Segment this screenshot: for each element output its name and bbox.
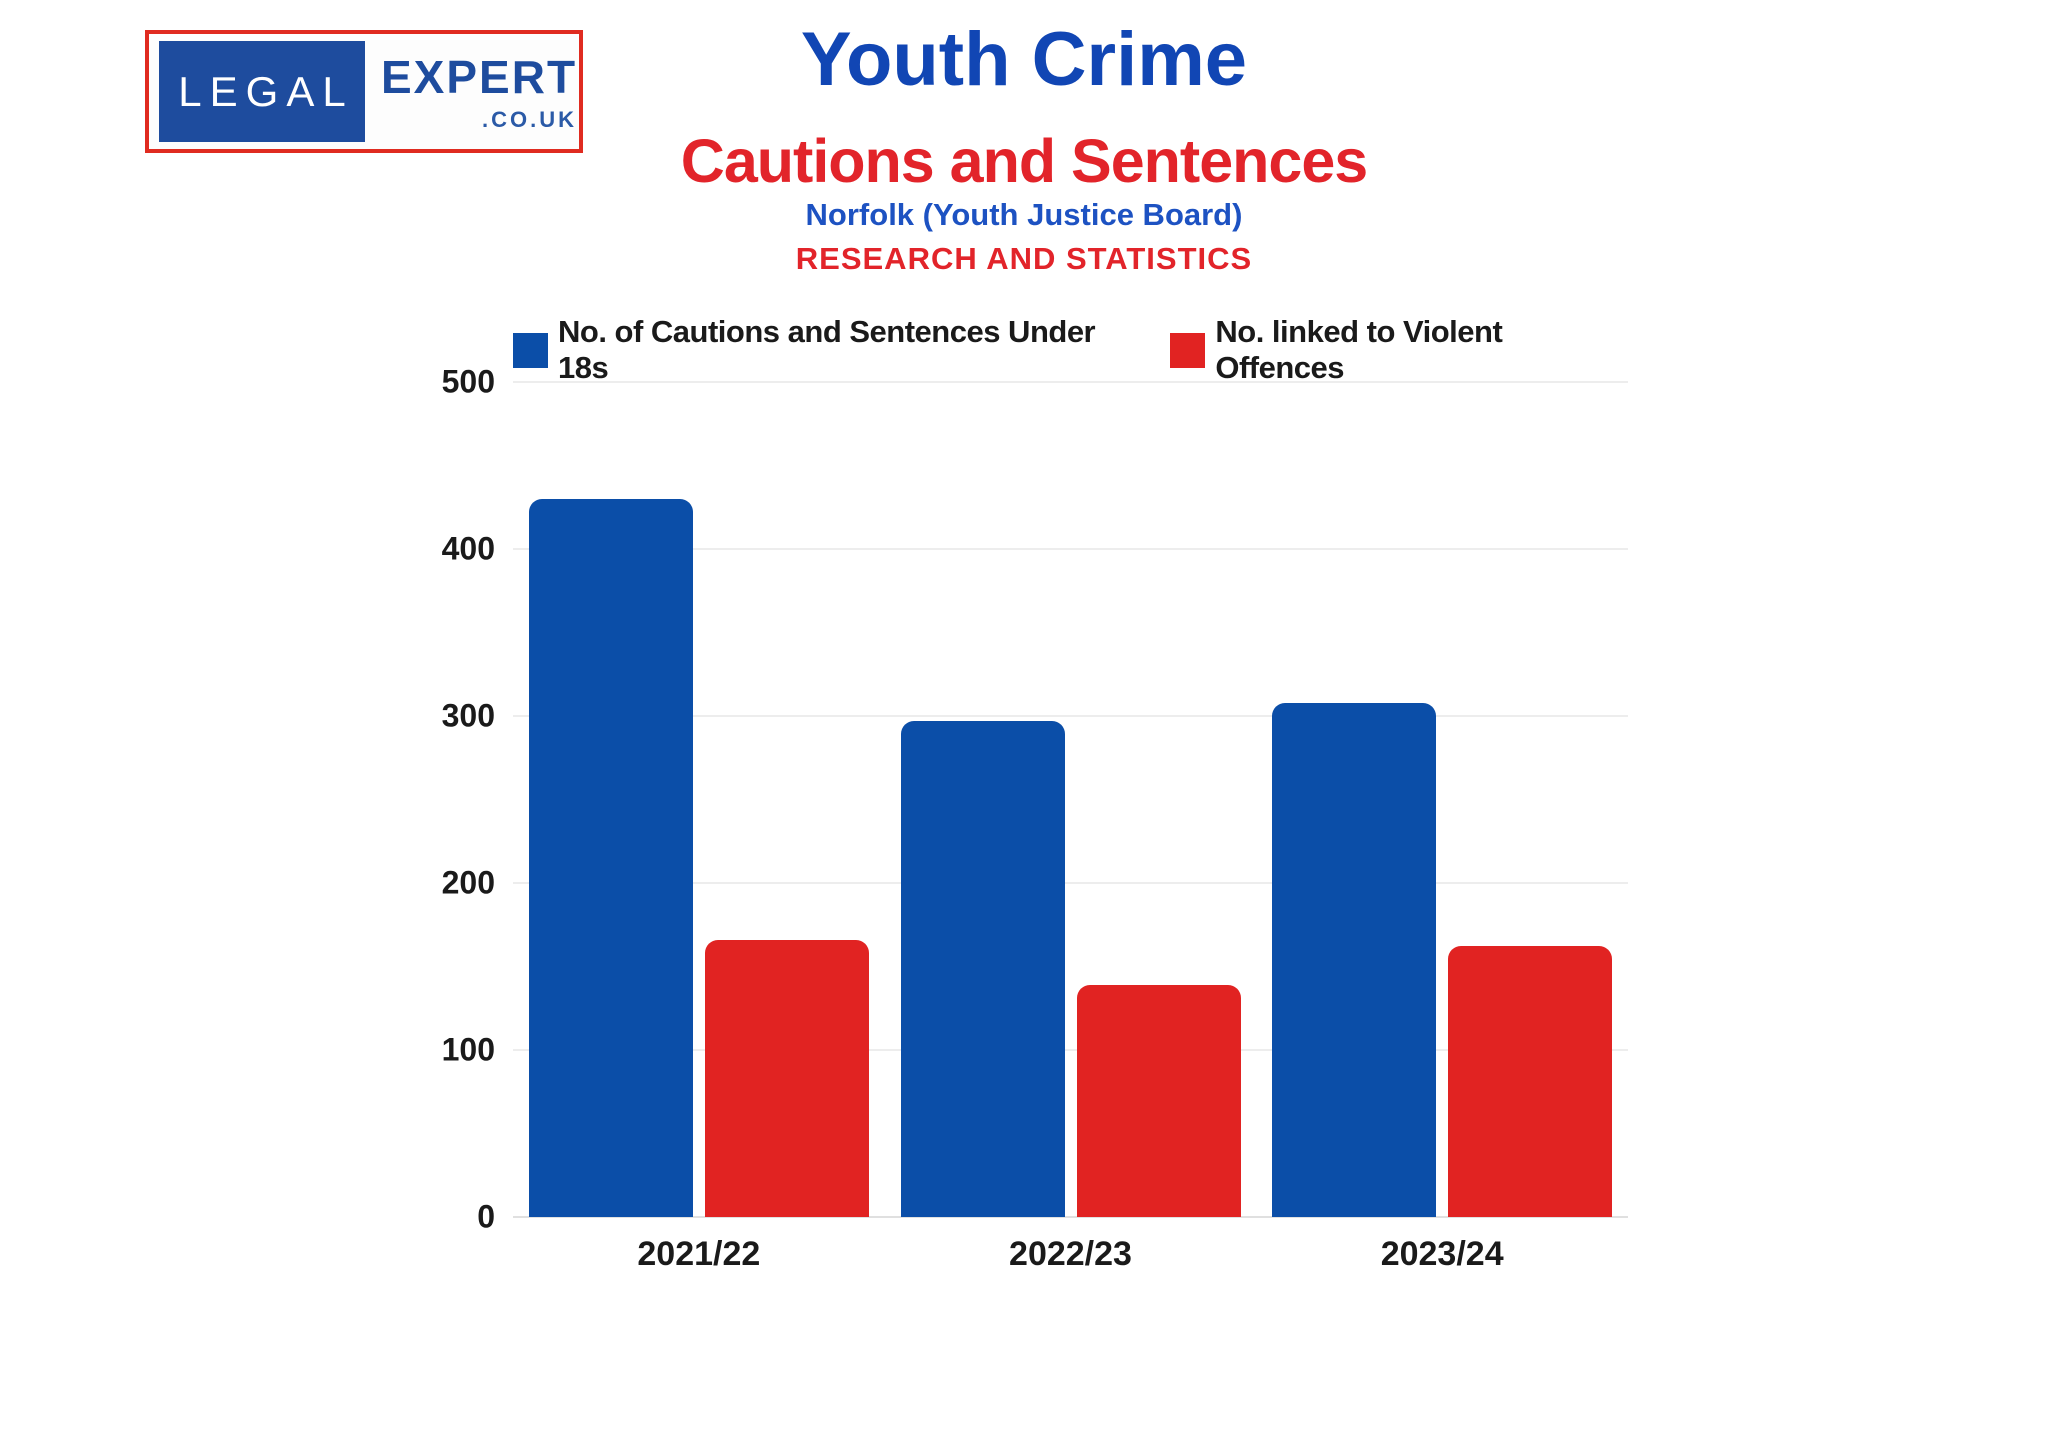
logo-expert-text: EXPERT	[381, 51, 578, 103]
legend-swatch-red	[1170, 332, 1206, 368]
gridline-500	[513, 381, 1628, 383]
gridline-100	[513, 1049, 1628, 1051]
bar-blue-2021-22	[528, 498, 693, 1217]
gridline-200	[513, 882, 1628, 884]
legend: No. of Cautions and Sentences Under 18s N…	[513, 314, 1628, 385]
chart-region-line: Norfolk (Youth Justice Board)	[805, 197, 1243, 232]
legend-item-0: No. of Cautions and Sentences Under 18s	[513, 314, 1138, 386]
y-axis-tick-100: 100	[441, 1031, 495, 1068]
bar-red-2022-23	[1076, 984, 1241, 1217]
y-axis-tick-200: 200	[441, 864, 495, 901]
bar-blue-2023-24	[1272, 702, 1437, 1217]
logo-right-block: EXPERT .CO.UK	[381, 50, 577, 133]
chart-subtitle: Cautions and Sentences	[680, 127, 1368, 195]
logo-legal-box: LEGAL	[159, 41, 365, 142]
chart-title: Youth Crime	[800, 17, 1248, 102]
plot-area: 0 100 200 300 400 500 2021/22 2022/23 2023/24	[442, 364, 1628, 1273]
y-axis-tick-0: 0	[477, 1198, 495, 1235]
legend-label: No. of Cautions and Sentences Under 18s	[558, 314, 1096, 385]
chart-research-line: RESEARCH AND STATISTICS	[795, 241, 1253, 276]
legend-item-1: No. linked to Violent Offences	[1170, 314, 1628, 386]
x-axis-label-2021-22: 2021/22	[637, 1235, 761, 1273]
bar-blue-2022-23	[900, 721, 1065, 1217]
gridline-400	[513, 548, 1628, 550]
y-axis-tick-400: 400	[441, 530, 495, 567]
gridline-0	[513, 1216, 1628, 1218]
y-axis-tick-300: 300	[441, 697, 495, 734]
gridline-300	[513, 715, 1628, 717]
logo-legal-text: LEGAL	[178, 67, 354, 115]
x-axis-label-2022-23: 2022/23	[1009, 1235, 1132, 1273]
logo-domain-text: .CO.UK	[482, 107, 578, 132]
bar-red-2021-22	[704, 939, 869, 1217]
y-axis-tick-500: 500	[441, 363, 495, 400]
x-axis-label-2023-24: 2023/24	[1380, 1235, 1504, 1273]
legend-swatch-blue	[513, 332, 548, 368]
legend-label: No. linked to Violent Offences	[1215, 314, 1503, 385]
bar-red-2023-24	[1448, 946, 1613, 1217]
legal-expert-logo: LEGAL EXPERT .CO.UK	[145, 30, 583, 153]
